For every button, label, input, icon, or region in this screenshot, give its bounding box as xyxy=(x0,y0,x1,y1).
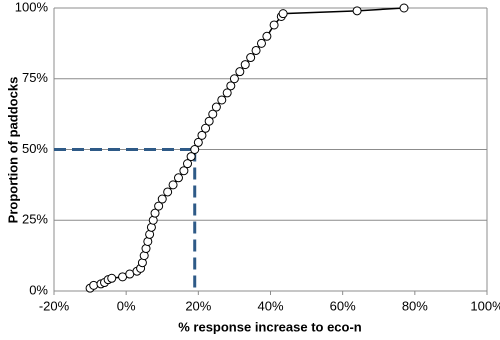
data-point xyxy=(217,95,227,105)
data-point xyxy=(240,60,250,70)
x-tick-label: 40% xyxy=(257,298,283,313)
x-tick-label: 80% xyxy=(402,298,428,313)
y-tick-label: 50% xyxy=(22,141,48,156)
data-point xyxy=(168,180,178,190)
data-point xyxy=(246,53,256,63)
data-point xyxy=(229,74,239,84)
x-tick-label: 0% xyxy=(117,298,136,313)
data-point xyxy=(157,194,167,204)
data-point xyxy=(163,187,173,197)
data-point xyxy=(262,31,272,41)
data-point xyxy=(278,9,288,19)
y-tick-label: 25% xyxy=(22,212,48,227)
data-point xyxy=(190,145,200,154)
x-tick-label: 60% xyxy=(330,298,356,313)
data-point xyxy=(235,67,245,77)
data-point xyxy=(107,273,117,283)
data-point xyxy=(201,123,211,133)
data-point xyxy=(197,130,207,140)
y-tick-label: 75% xyxy=(22,70,48,85)
x-tick-label: 100% xyxy=(470,298,500,313)
data-point xyxy=(222,88,232,98)
data-point xyxy=(211,102,221,112)
data-point xyxy=(352,6,362,16)
data-point xyxy=(173,173,183,183)
x-axis-title: % response increase to eco-n xyxy=(178,319,362,334)
y-axis-title: Proportion of paddocks xyxy=(5,77,20,224)
data-point xyxy=(150,208,160,218)
data-point xyxy=(183,159,193,169)
data-point xyxy=(208,109,218,119)
data-point xyxy=(179,166,189,176)
data-point xyxy=(226,81,236,91)
x-tick-label: 20% xyxy=(185,298,211,313)
y-tick-label: 100% xyxy=(15,0,49,14)
data-point xyxy=(269,20,279,30)
data-point xyxy=(89,280,99,290)
data-point xyxy=(251,45,261,55)
y-tick-label: 0% xyxy=(29,282,48,297)
x-tick-label: -20% xyxy=(39,298,70,313)
data-point xyxy=(256,38,266,48)
data-point xyxy=(154,201,164,211)
data-point xyxy=(193,137,203,147)
data-point xyxy=(399,3,409,13)
data-point xyxy=(204,116,214,126)
data-point xyxy=(186,152,196,162)
